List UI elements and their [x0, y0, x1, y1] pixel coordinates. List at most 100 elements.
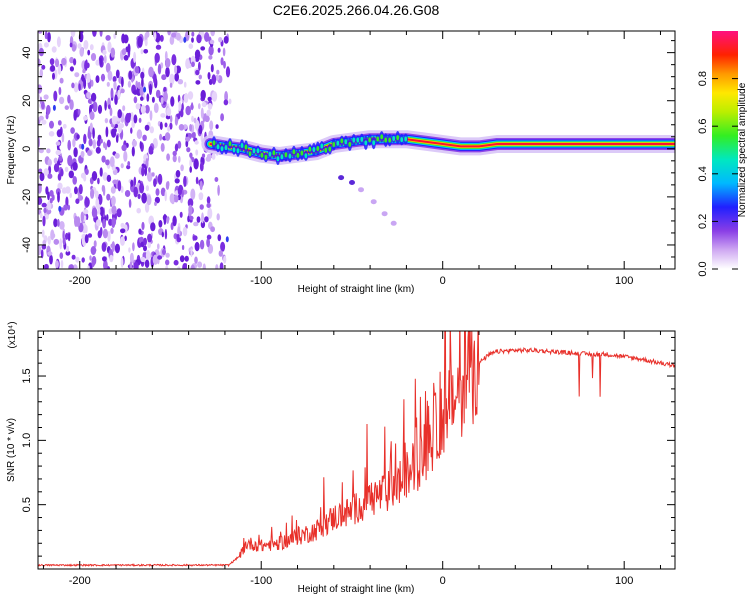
noise-blob	[151, 96, 155, 103]
faint-arc-point	[358, 187, 364, 193]
noise-blob	[49, 197, 53, 204]
noise-blob	[144, 124, 150, 131]
noise-blob	[185, 136, 191, 142]
noise-blob	[192, 235, 198, 241]
noise-blob	[103, 54, 107, 64]
colorbar-tick-label-1: 0.2	[697, 214, 709, 229]
noise-blob	[154, 52, 160, 64]
ridge-blob-core	[304, 153, 308, 159]
ridge-blob-core	[344, 139, 348, 145]
noise-blob	[102, 256, 107, 262]
noise-blob	[102, 185, 106, 196]
snr-panel: -200 -100 0 100 0.5 1.0 1.5 Height of straigh…	[6, 321, 676, 595]
noise-blob	[173, 259, 179, 266]
noise-blob	[54, 58, 60, 68]
noise-blob	[83, 115, 88, 121]
noise-blob	[60, 168, 64, 177]
noise-blob	[92, 31, 97, 37]
noise-blob	[201, 153, 206, 158]
colorbar-tick-label-4: 0.8	[697, 71, 709, 86]
ridge-blob-core	[264, 154, 268, 160]
noise-blob	[120, 222, 125, 228]
ridge-blob-core	[312, 147, 316, 152]
noise-blob	[130, 127, 133, 134]
snr-frame	[37, 330, 676, 570]
noise-blob	[207, 72, 211, 80]
noise-blob	[127, 43, 131, 54]
ridge-blob-core	[328, 146, 332, 152]
noise-blob	[99, 57, 103, 66]
noise-blob	[199, 204, 204, 210]
noise-blob	[207, 102, 213, 110]
spectrogram-content	[38, 31, 675, 269]
noise-blob	[57, 191, 60, 203]
noise-blob	[130, 179, 134, 187]
noise-blob	[222, 47, 226, 57]
noise-blob	[170, 222, 174, 231]
noise-blob	[46, 104, 51, 115]
noise-blob	[153, 31, 157, 41]
noise-blob	[85, 213, 89, 220]
noise-blob	[223, 255, 227, 264]
noise-blob	[45, 186, 49, 195]
noise-blob	[39, 172, 45, 182]
noise-blob	[83, 40, 89, 50]
noise-blob	[169, 35, 175, 45]
snr-series-line	[38, 331, 675, 568]
noise-blob	[140, 71, 145, 80]
noise-blob	[109, 254, 114, 263]
noise-blob	[48, 131, 55, 137]
noise-blob	[175, 170, 181, 178]
noise-blob	[77, 43, 82, 49]
noise-blob	[55, 260, 59, 269]
noise-blob	[207, 207, 213, 220]
noise-blob	[147, 233, 153, 243]
noise-blob	[59, 156, 63, 162]
spectrogram-noise-region	[38, 31, 232, 269]
noise-blob	[190, 102, 194, 111]
noise-blob	[206, 109, 211, 117]
noise-blob	[160, 97, 164, 105]
noise-blob	[47, 235, 51, 245]
noise-blob	[155, 89, 161, 99]
noise-blob	[201, 212, 204, 224]
ridge-blob-core	[252, 148, 256, 154]
noise-blob	[67, 139, 71, 151]
noise-blob	[153, 73, 157, 85]
snr-y-label: SNR (10 * v/v)	[6, 418, 17, 482]
noise-blob	[111, 195, 116, 207]
noise-blob	[69, 99, 74, 110]
noise-blob	[80, 150, 85, 158]
noise-blob	[81, 143, 85, 150]
noise-blob	[107, 70, 113, 81]
noise-blob	[200, 89, 206, 100]
noise-blob	[170, 96, 175, 107]
ridge-blob-core	[212, 140, 216, 146]
noise-blob	[116, 208, 122, 218]
noise-blob	[57, 64, 62, 75]
ridge-blob-core	[292, 149, 296, 155]
colorbar-ticks: 0.0 0.2 0.4 0.6 0.8	[697, 71, 738, 277]
noise-blob	[110, 47, 116, 58]
noise-blob	[210, 63, 214, 73]
noise-blob	[106, 174, 112, 182]
noise-blob	[59, 221, 65, 230]
noise-blob	[46, 201, 52, 211]
noise-blob	[219, 262, 224, 269]
noise-blob	[67, 94, 71, 104]
noise-blob	[40, 249, 44, 259]
noise-blob	[83, 174, 87, 182]
noise-blob	[148, 83, 153, 96]
noise-blob	[120, 163, 124, 169]
noise-blob	[195, 176, 199, 185]
ridge-blob-core	[248, 151, 252, 157]
noise-blob	[143, 237, 148, 246]
ridge-blob-core	[380, 134, 384, 140]
ridge-blob-core	[396, 135, 400, 141]
noise-blob	[112, 179, 118, 185]
noise-blob	[87, 150, 92, 156]
noise-blob	[164, 132, 171, 141]
noise-blob	[169, 122, 173, 130]
noise-blob	[38, 115, 44, 121]
noise-blob	[111, 221, 116, 228]
